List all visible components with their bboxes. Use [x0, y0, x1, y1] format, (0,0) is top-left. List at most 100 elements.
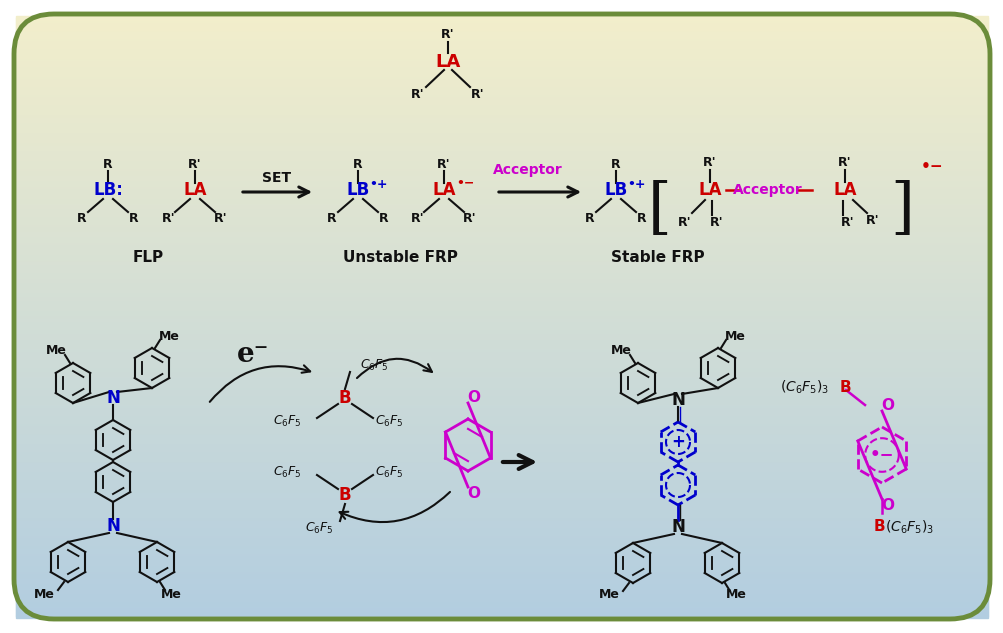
Bar: [16, 162, 987, 165]
Bar: [16, 266, 987, 270]
Bar: [16, 521, 987, 524]
Bar: [16, 272, 987, 275]
Bar: [16, 82, 987, 85]
Bar: [16, 403, 987, 406]
Bar: [16, 122, 987, 125]
Bar: [16, 94, 987, 97]
Bar: [16, 507, 987, 510]
Text: R: R: [129, 213, 138, 225]
Bar: [16, 461, 987, 464]
Bar: [16, 517, 987, 520]
Bar: [16, 483, 987, 486]
Text: R: R: [77, 213, 86, 225]
Bar: [16, 200, 987, 203]
Bar: [16, 304, 987, 308]
Bar: [16, 254, 987, 258]
Bar: [16, 569, 987, 572]
Text: R: R: [327, 213, 336, 225]
Text: •+: •+: [627, 177, 646, 191]
Bar: [16, 239, 987, 241]
Bar: [16, 46, 987, 49]
Bar: [16, 277, 987, 279]
Text: B: B: [840, 380, 851, 394]
Bar: [16, 475, 987, 478]
Bar: [16, 148, 987, 151]
Bar: [16, 140, 987, 143]
Bar: [16, 537, 987, 540]
Bar: [16, 40, 987, 43]
Bar: [16, 385, 987, 387]
Bar: [16, 330, 987, 334]
Bar: [16, 445, 987, 448]
Bar: [16, 284, 987, 287]
Text: Me: Me: [33, 587, 54, 601]
Bar: [16, 174, 987, 177]
Bar: [16, 158, 987, 161]
Bar: [16, 322, 987, 325]
Text: R': R': [462, 213, 476, 225]
Bar: [16, 301, 987, 303]
Bar: [16, 531, 987, 534]
Text: LA: LA: [184, 181, 207, 199]
Bar: [16, 176, 987, 179]
Bar: [16, 48, 987, 51]
Bar: [16, 244, 987, 248]
Text: Acceptor: Acceptor: [492, 163, 563, 177]
Bar: [16, 303, 987, 306]
Bar: [16, 377, 987, 380]
Text: •−: •−: [869, 446, 894, 464]
Bar: [16, 118, 987, 121]
Bar: [16, 179, 987, 181]
Bar: [16, 16, 987, 19]
Bar: [16, 64, 987, 67]
Bar: [16, 392, 987, 396]
Text: B: B: [874, 519, 885, 534]
Bar: [16, 485, 987, 488]
Bar: [16, 344, 987, 348]
Bar: [16, 423, 987, 425]
Bar: [16, 70, 987, 73]
Bar: [16, 563, 987, 566]
Text: R: R: [611, 158, 620, 170]
Bar: [16, 595, 987, 598]
Text: R: R: [353, 158, 362, 170]
Text: FLP: FLP: [132, 251, 163, 265]
Bar: [16, 90, 987, 93]
Bar: [16, 509, 987, 512]
Bar: [16, 68, 987, 71]
Bar: [16, 353, 987, 356]
Bar: [16, 318, 987, 322]
Text: LA: LA: [832, 181, 856, 199]
Bar: [16, 332, 987, 335]
Text: Unstable FRP: Unstable FRP: [342, 251, 457, 265]
Bar: [16, 246, 987, 249]
Bar: [16, 437, 987, 440]
Bar: [16, 547, 987, 550]
Bar: [16, 112, 987, 115]
Text: Stable FRP: Stable FRP: [611, 251, 704, 265]
Bar: [16, 280, 987, 284]
Bar: [16, 525, 987, 528]
Bar: [16, 541, 987, 544]
Bar: [16, 555, 987, 558]
Bar: [16, 26, 987, 29]
Text: O: O: [467, 486, 480, 501]
Bar: [16, 92, 987, 95]
Bar: [16, 180, 987, 184]
Bar: [16, 263, 987, 265]
Bar: [16, 589, 987, 592]
Bar: [16, 248, 987, 251]
FancyArrowPatch shape: [339, 492, 449, 522]
Bar: [16, 577, 987, 580]
Bar: [16, 218, 987, 222]
Bar: [16, 365, 987, 368]
Bar: [16, 380, 987, 384]
Bar: [16, 198, 987, 201]
Bar: [16, 513, 987, 516]
Bar: [16, 581, 987, 584]
Bar: [16, 128, 987, 131]
Bar: [16, 356, 987, 360]
Bar: [16, 539, 987, 542]
Bar: [16, 311, 987, 313]
Text: $(C_6F_5)_3$: $(C_6F_5)_3$: [779, 379, 828, 396]
